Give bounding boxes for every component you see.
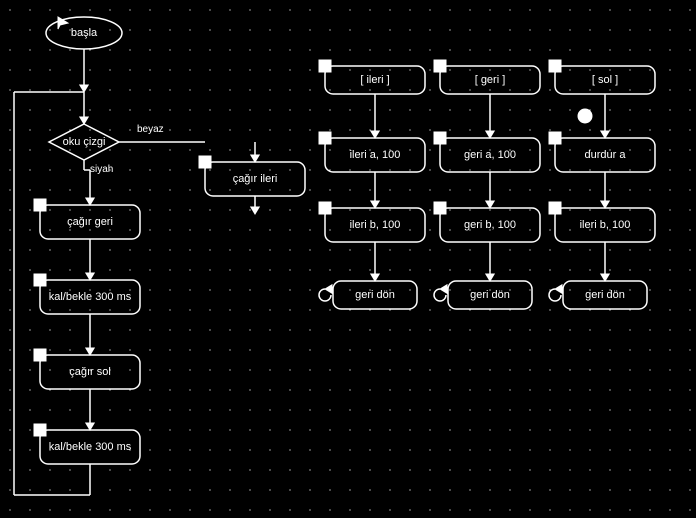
svg-text:ileri b, 100: ileri b, 100 bbox=[580, 219, 631, 231]
svg-text:beyaz: beyaz bbox=[137, 124, 164, 135]
dot-grid bbox=[9, 9, 690, 510]
svg-text:[ geri ]: [ geri ] bbox=[475, 74, 506, 86]
svg-text:oku çizgi: oku çizgi bbox=[63, 136, 106, 148]
svg-text:[ sol ]: [ sol ] bbox=[592, 74, 618, 86]
svg-text:ileri b, 100: ileri b, 100 bbox=[350, 219, 401, 231]
svg-text:kal/bekle 300 ms: kal/bekle 300 ms bbox=[49, 441, 132, 453]
svg-text:başla: başla bbox=[71, 27, 98, 39]
svg-text:geri dön: geri dön bbox=[585, 289, 625, 301]
svg-text:çağır sol: çağır sol bbox=[69, 366, 111, 378]
svg-text:çağır geri: çağır geri bbox=[67, 216, 113, 228]
svg-text:kal/bekle 300 ms: kal/bekle 300 ms bbox=[49, 291, 132, 303]
svg-text:ileri a, 100: ileri a, 100 bbox=[350, 149, 401, 161]
flowchart-canvas: başla oku çizgi beyaz çağır ileri siyah çağır… bbox=[0, 0, 696, 518]
stop-marker-icon bbox=[578, 109, 592, 123]
svg-text:geri dön: geri dön bbox=[355, 289, 395, 301]
svg-text:siyah: siyah bbox=[90, 164, 113, 175]
svg-text:durdur a: durdur a bbox=[585, 149, 627, 161]
svg-text:çağır ileri: çağır ileri bbox=[233, 173, 278, 185]
svg-text:geri b, 100: geri b, 100 bbox=[464, 219, 516, 231]
svg-text:geri dön: geri dön bbox=[470, 289, 510, 301]
svg-text:geri a, 100: geri a, 100 bbox=[464, 149, 516, 161]
svg-text:[ ileri ]: [ ileri ] bbox=[360, 74, 389, 86]
